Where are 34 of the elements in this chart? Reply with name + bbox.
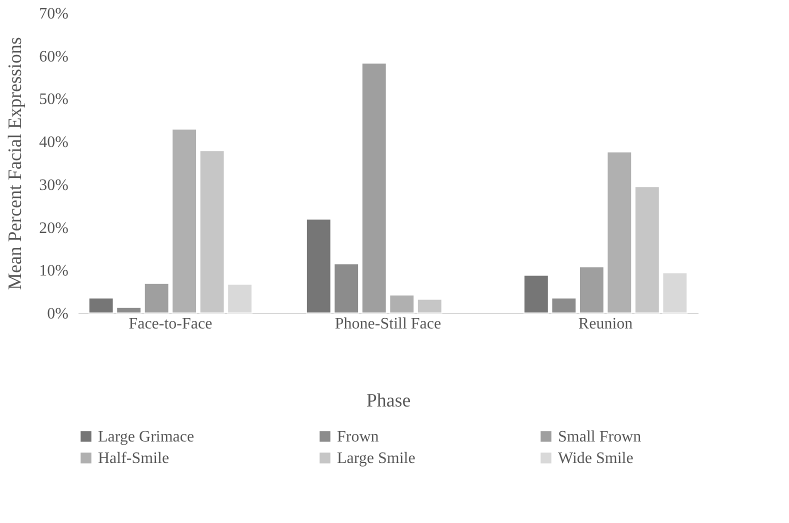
legend-label: Wide Smile	[558, 450, 634, 467]
legend-label: Half-Smile	[98, 450, 170, 467]
bar	[306, 218, 332, 314]
bar	[199, 150, 225, 314]
y-tick-label: 20%	[39, 220, 68, 237]
legend-label: Small Frown	[558, 428, 642, 446]
x-axis-title: Phase	[366, 390, 411, 412]
y-tick-label: 30%	[39, 176, 68, 194]
legend-label: Frown	[337, 428, 379, 446]
bar	[172, 128, 198, 314]
bar	[523, 274, 549, 314]
y-tick-label: 70%	[39, 6, 68, 22]
y-tick-label: 40%	[39, 134, 68, 152]
bar	[116, 306, 142, 314]
bar	[88, 298, 114, 314]
legend-label: Large Smile	[337, 450, 416, 467]
bar	[634, 186, 660, 314]
legend-label: Large Grimace	[98, 428, 194, 446]
bar	[144, 282, 170, 314]
bar	[334, 263, 360, 314]
y-axis-title: Mean Percent Facial Expressions	[5, 37, 26, 290]
bar	[578, 266, 604, 314]
y-tick-label: 0%	[47, 306, 68, 322]
bar	[389, 294, 415, 314]
x-tick-label: Phone-Still Face	[334, 316, 442, 332]
bar	[361, 62, 387, 314]
bar	[551, 298, 577, 314]
x-tick-label: Reunion	[578, 316, 633, 332]
bar	[416, 298, 442, 314]
x-tick-label: Face-to-Face	[128, 316, 212, 332]
bar	[606, 151, 632, 314]
y-tick-label: 10%	[39, 262, 68, 280]
y-tick-label: 50%	[39, 91, 68, 108]
y-tick-label: 60%	[39, 48, 68, 66]
